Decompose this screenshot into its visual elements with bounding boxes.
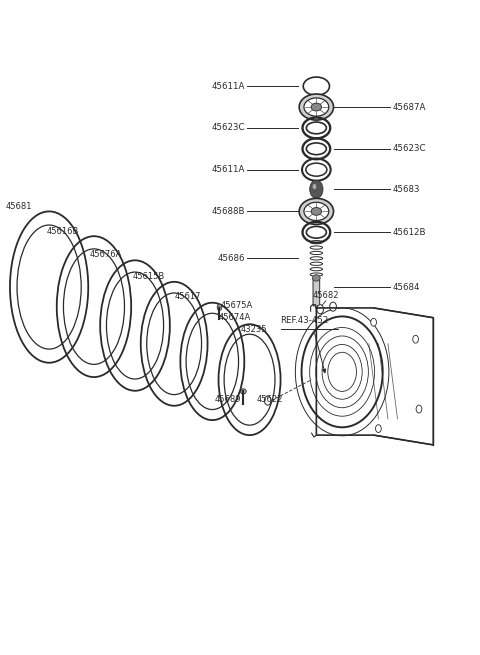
Ellipse shape	[299, 94, 334, 120]
Text: 45675A: 45675A	[221, 301, 253, 310]
Ellipse shape	[304, 202, 329, 221]
Circle shape	[312, 184, 316, 189]
Text: 45623C: 45623C	[393, 144, 426, 153]
Text: 45681: 45681	[5, 202, 32, 212]
Circle shape	[264, 396, 271, 405]
Ellipse shape	[240, 389, 246, 394]
Ellipse shape	[299, 198, 334, 225]
Circle shape	[330, 302, 336, 311]
Circle shape	[413, 335, 419, 343]
Text: 45674A: 45674A	[218, 313, 251, 322]
Ellipse shape	[312, 274, 320, 281]
Circle shape	[375, 424, 381, 432]
Text: 45676A: 45676A	[90, 250, 122, 259]
Circle shape	[310, 180, 323, 198]
Text: 43235: 43235	[241, 325, 267, 334]
Circle shape	[371, 318, 376, 326]
Text: 45616B: 45616B	[47, 227, 79, 236]
Ellipse shape	[311, 103, 322, 111]
Text: REF.43-452: REF.43-452	[281, 316, 329, 326]
Text: 45687A: 45687A	[393, 103, 426, 111]
Text: 45617: 45617	[174, 292, 201, 301]
Text: 45611A: 45611A	[211, 165, 245, 174]
Text: 45622: 45622	[256, 395, 283, 403]
Text: 45686: 45686	[217, 254, 245, 263]
Text: 45684: 45684	[393, 282, 420, 291]
Text: 45683: 45683	[393, 185, 420, 194]
Ellipse shape	[311, 208, 322, 215]
Text: 45688B: 45688B	[211, 207, 245, 216]
Text: 45682: 45682	[312, 291, 339, 300]
Text: 45689: 45689	[215, 395, 241, 403]
Text: 45615B: 45615B	[132, 272, 165, 280]
Circle shape	[416, 405, 422, 413]
Circle shape	[217, 304, 222, 310]
Ellipse shape	[304, 98, 329, 116]
Text: 45623C: 45623C	[211, 123, 245, 132]
Text: 45612B: 45612B	[393, 228, 426, 236]
Text: 45611A: 45611A	[211, 82, 245, 90]
Circle shape	[317, 305, 324, 314]
FancyBboxPatch shape	[313, 278, 320, 306]
